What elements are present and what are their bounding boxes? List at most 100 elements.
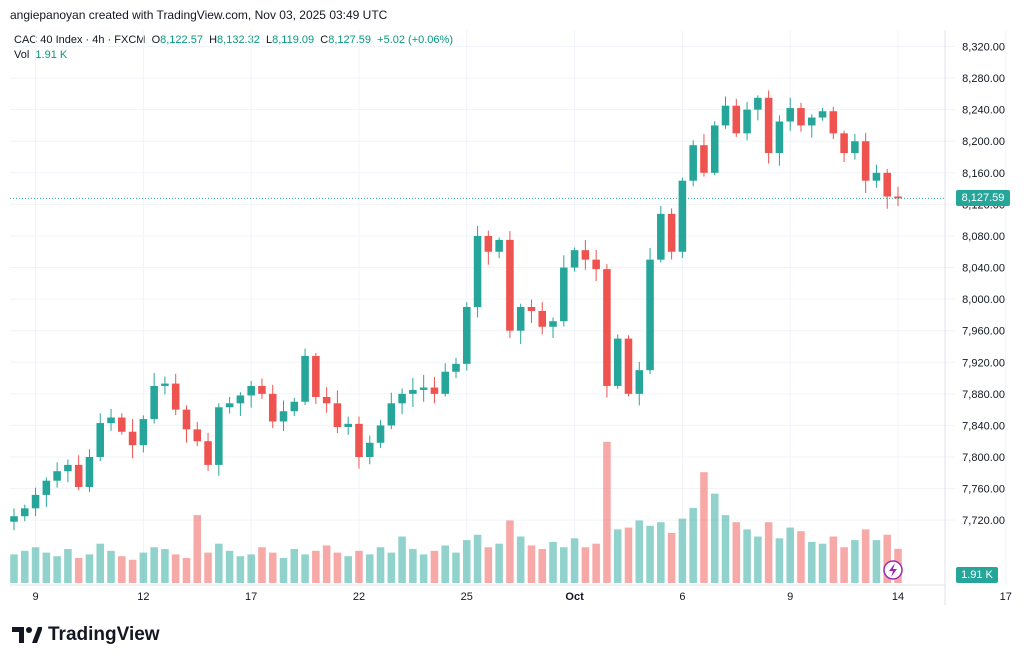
volume-bar xyxy=(42,552,51,583)
volume-bar xyxy=(215,543,223,583)
candle-body xyxy=(851,141,859,154)
candle-body xyxy=(139,419,148,446)
volume-bar xyxy=(872,540,881,583)
volume-bar xyxy=(754,536,762,583)
candle-body xyxy=(872,172,881,181)
volume-bar xyxy=(376,547,385,583)
y-tick-label: 8,000.00 xyxy=(962,294,1005,306)
volume-bar xyxy=(635,520,644,583)
symbol-legend: CAC 40 Index · 4h · FXCM O8,122.57 H8,13… xyxy=(14,34,453,46)
candle-body xyxy=(700,145,708,173)
candle-body xyxy=(344,423,352,428)
volume-bar xyxy=(64,549,72,583)
y-tick-label: 7,720.00 xyxy=(962,515,1005,527)
candle-body xyxy=(419,387,428,390)
lightning-icon[interactable] xyxy=(883,560,903,580)
volume-bar xyxy=(851,540,859,583)
volume-bar xyxy=(247,554,255,583)
volume-bar xyxy=(441,545,449,583)
candle-body xyxy=(258,385,266,394)
volume-bar xyxy=(268,552,277,583)
candle-body xyxy=(883,172,891,197)
candle-body xyxy=(193,429,202,442)
candle-body xyxy=(861,141,870,181)
candle-body xyxy=(128,431,137,446)
volume-bar xyxy=(161,549,169,583)
x-tick-label: 9 xyxy=(32,591,38,603)
volume-bar xyxy=(182,557,191,583)
candle-body xyxy=(355,423,363,457)
symbol-name[interactable]: CAC 40 Index · 4h · FXCM xyxy=(14,34,146,46)
volume-bar xyxy=(225,550,234,583)
volume-bar xyxy=(118,556,126,583)
volume-bar xyxy=(775,538,784,583)
volume-bar xyxy=(463,540,471,583)
y-tick-label: 7,880.00 xyxy=(962,389,1005,401)
volume-bar xyxy=(538,549,547,583)
volume-bar xyxy=(603,441,611,583)
volume-bar xyxy=(258,547,266,583)
x-tick-label: 14 xyxy=(892,591,904,603)
y-tick-label: 8,240.00 xyxy=(962,105,1005,117)
change-value: +5.02 (+0.06%) xyxy=(377,34,453,46)
candle-body xyxy=(322,397,331,404)
volume-bar xyxy=(387,552,396,583)
y-tick-label: 8,040.00 xyxy=(962,263,1005,275)
volume-bar xyxy=(883,534,891,583)
volume-bar xyxy=(732,522,741,583)
tradingview-logo[interactable]: TradingView xyxy=(12,624,160,646)
candle-body xyxy=(204,441,212,465)
volume-value-label: 1.91 K xyxy=(956,567,998,583)
candle-body xyxy=(592,259,600,270)
volume-bar xyxy=(549,541,557,583)
volume-bar xyxy=(171,554,180,583)
candle-body xyxy=(365,442,374,457)
y-tick-label: 8,320.00 xyxy=(962,42,1005,54)
x-tick-label: 6 xyxy=(679,591,685,603)
candle-body xyxy=(21,508,29,517)
candle-body xyxy=(85,457,94,487)
candle-body xyxy=(667,213,676,252)
candle-body xyxy=(797,108,805,126)
candle-body xyxy=(409,389,417,394)
volume-bar xyxy=(128,559,137,583)
candle-body xyxy=(107,417,115,424)
candle-body xyxy=(764,97,773,154)
volume-bar xyxy=(710,493,719,583)
volume-bar xyxy=(473,534,482,583)
y-tick-label: 7,960.00 xyxy=(962,326,1005,338)
candle-body xyxy=(430,387,439,394)
candle-body xyxy=(463,307,471,364)
high-label: H xyxy=(209,34,218,46)
volume-legend-value: 1.91 K xyxy=(35,49,68,61)
low-value: 8,119.09 xyxy=(272,34,315,46)
volume-bar xyxy=(312,550,320,583)
x-tick-label: Oct xyxy=(565,591,584,603)
x-tick-label: 17 xyxy=(245,591,257,603)
volume-bar xyxy=(678,518,687,583)
volume-legend-label: Vol xyxy=(14,49,30,61)
volume-bar xyxy=(107,550,115,583)
close-label: C xyxy=(320,34,329,46)
candle-body xyxy=(150,385,158,420)
volume-bar xyxy=(721,515,730,583)
volume-bar xyxy=(484,547,493,583)
candle-body xyxy=(53,471,61,481)
candle-body xyxy=(441,371,449,394)
close-value: 8,127.59 xyxy=(328,34,372,46)
volume-bar xyxy=(204,552,212,583)
volume-bar xyxy=(279,557,288,583)
volume-bar xyxy=(409,549,417,583)
candlesticks xyxy=(10,90,902,531)
candle-body xyxy=(721,105,730,126)
candle-body xyxy=(74,464,83,487)
volume-bar xyxy=(236,556,245,583)
volume-bar xyxy=(657,522,665,583)
volume-bar xyxy=(786,527,794,583)
x-tick-label: 25 xyxy=(461,591,473,603)
volume-bar xyxy=(624,527,633,583)
volume-bar xyxy=(764,522,773,583)
price-axis: 7,720.00 7,760.00 7,800.00 7,840.00 7,880.00… xyxy=(962,42,1005,528)
volume-bar xyxy=(581,547,590,583)
